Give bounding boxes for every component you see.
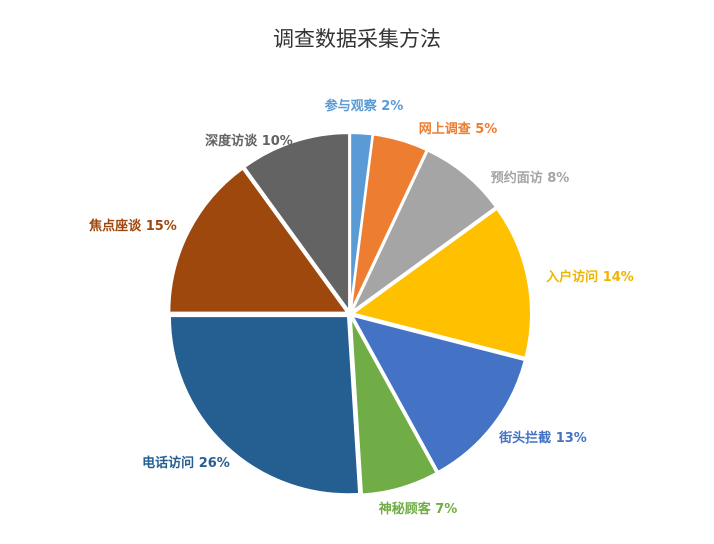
pie-slice-电话访问 (168, 315, 361, 496)
pie-slice-预约面访 (351, 149, 498, 313)
data-label: 网上调查 5% (419, 121, 498, 137)
data-label: 焦点座谈 15% (88, 218, 177, 234)
data-label: 神秘顾客 7% (379, 501, 458, 517)
data-label: 预约面访 8% (491, 170, 570, 186)
pie-slice-神秘顾客 (349, 316, 438, 496)
pie-slice-焦点座谈 (168, 167, 350, 314)
data-label: 街头拦截 13% (498, 430, 587, 446)
pie-slice-入户访问 (350, 207, 532, 359)
chart-title: 调查数据采集方法 (273, 27, 441, 51)
data-label: 参与观察 2% (325, 98, 404, 114)
pie-slice-网上调查 (349, 133, 428, 312)
pie-slice-街头拦截 (350, 314, 526, 474)
data-label: 电话访问 26% (142, 455, 230, 471)
pie-slice-深度访谈 (243, 132, 351, 315)
data-label: 深度访谈 10% (205, 133, 293, 149)
data-label: 入户访问 14% (546, 269, 634, 285)
